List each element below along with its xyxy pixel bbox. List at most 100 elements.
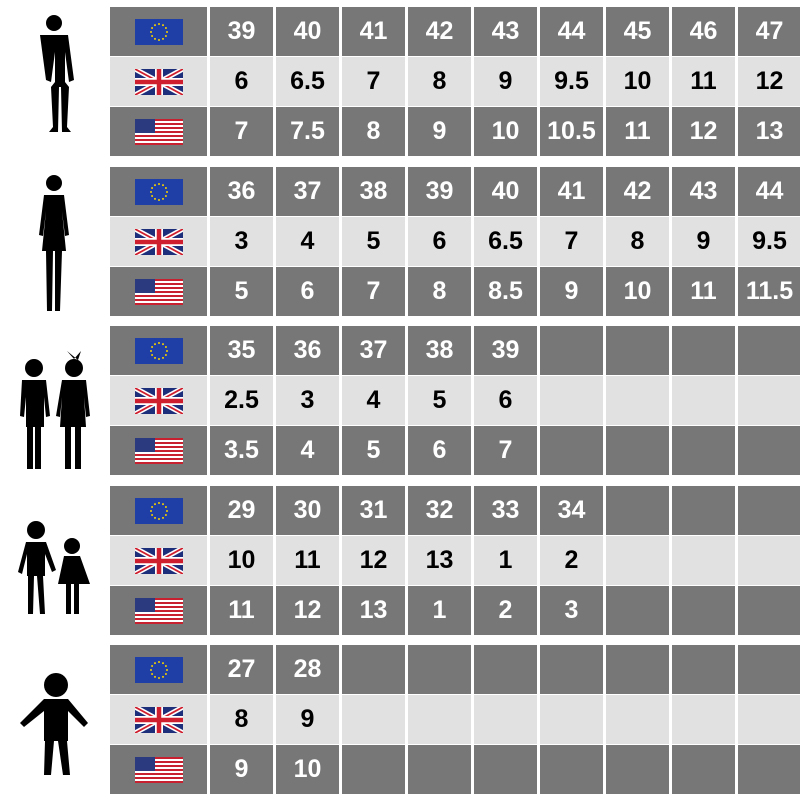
us-size-cell: 7 [474, 426, 537, 475]
uk-size-cell [738, 695, 800, 744]
eu-size-cell [672, 326, 735, 375]
eu-flag-icon [110, 167, 207, 216]
eu-size-cell: 47 [738, 7, 800, 56]
us-size-cell: 9 [210, 745, 273, 794]
uk-size-cell [408, 695, 471, 744]
eu-size-cell: 36 [210, 167, 273, 216]
uk-size-cell: 6 [210, 57, 273, 106]
us-size-cell: 11 [210, 586, 273, 635]
size-group: 35 36 37 38 39 2.5 3 4 5 6 3.5 4 5 6 7 [0, 326, 800, 476]
eu-size-cell [738, 645, 800, 694]
eu-size-cell: 46 [672, 7, 735, 56]
us-size-cell [738, 745, 800, 794]
us-size-cell [738, 426, 800, 475]
uk-size-cell: 7 [342, 57, 405, 106]
eu-size-cell: 35 [210, 326, 273, 375]
us-flag-icon [110, 745, 207, 794]
uk-size-cell: 6 [408, 217, 471, 266]
eu-size-cell: 30 [276, 486, 339, 535]
uk-size-cell: 11 [276, 536, 339, 585]
us-size-cell: 12 [276, 586, 339, 635]
eu-size-cell: 43 [474, 7, 537, 56]
us-flag-icon [110, 426, 207, 475]
uk-size-cell [672, 695, 735, 744]
us-size-cell: 11 [606, 107, 669, 156]
uk-size-cell: 4 [276, 217, 339, 266]
uk-size-cell [672, 376, 735, 425]
eu-size-cell: 40 [474, 167, 537, 216]
eu-size-cell: 39 [474, 326, 537, 375]
uk-size-cell: 7 [540, 217, 603, 266]
eu-size-cell [474, 645, 537, 694]
eu-size-cell [606, 645, 669, 694]
eu-size-cell [738, 486, 800, 535]
us-size-cell [672, 745, 735, 794]
us-size-cell: 13 [738, 107, 800, 156]
us-size-cell: 7 [210, 107, 273, 156]
us-size-cell: 10.5 [540, 107, 603, 156]
uk-size-cell: 9 [474, 57, 537, 106]
eu-size-cell [606, 326, 669, 375]
us-flag-icon [110, 267, 207, 316]
us-size-cell: 1 [408, 586, 471, 635]
eu-size-cell: 34 [540, 486, 603, 535]
uk-size-cell: 9 [672, 217, 735, 266]
toddler-silhouette-icon [0, 645, 108, 795]
eu-size-cell: 42 [606, 167, 669, 216]
eu-size-cell [408, 645, 471, 694]
us-size-cell: 11.5 [738, 267, 800, 316]
eu-size-cell: 38 [408, 326, 471, 375]
uk-size-cell [540, 695, 603, 744]
eu-size-cell: 42 [408, 7, 471, 56]
size-group: 29 30 31 32 33 34 10 11 12 13 1 2 11 12 13 1 2 3 [0, 486, 800, 636]
us-size-cell: 2 [474, 586, 537, 635]
eu-size-cell: 37 [342, 326, 405, 375]
us-size-cell [342, 745, 405, 794]
size-group: 27 28 8 9 9 10 [0, 645, 800, 795]
us-size-cell: 12 [672, 107, 735, 156]
us-size-cell: 10 [474, 107, 537, 156]
eu-size-cell [540, 645, 603, 694]
eu-size-cell: 32 [408, 486, 471, 535]
us-size-cell [606, 426, 669, 475]
eu-size-cell: 31 [342, 486, 405, 535]
us-size-cell: 8 [408, 267, 471, 316]
uk-size-cell: 2.5 [210, 376, 273, 425]
us-size-cell: 6 [276, 267, 339, 316]
uk-size-cell: 5 [408, 376, 471, 425]
uk-size-cell: 9 [276, 695, 339, 744]
uk-size-cell: 3 [210, 217, 273, 266]
uk-size-cell: 9.5 [738, 217, 800, 266]
children-silhouette-icon [0, 486, 108, 636]
uk-flag-icon [110, 376, 207, 425]
eu-flag-icon [110, 7, 207, 56]
eu-size-cell: 44 [738, 167, 800, 216]
uk-flag-icon [110, 57, 207, 106]
uk-size-cell [342, 695, 405, 744]
us-size-cell [606, 745, 669, 794]
woman-silhouette-icon [0, 167, 108, 317]
eu-size-cell: 29 [210, 486, 273, 535]
us-size-cell: 9 [540, 267, 603, 316]
us-size-cell: 3 [540, 586, 603, 635]
us-size-cell: 10 [276, 745, 339, 794]
us-size-cell [540, 745, 603, 794]
us-size-cell [738, 586, 800, 635]
us-size-cell: 5 [342, 426, 405, 475]
uk-size-cell: 8 [606, 217, 669, 266]
us-size-cell: 9 [408, 107, 471, 156]
us-size-cell [408, 745, 471, 794]
us-size-cell: 7.5 [276, 107, 339, 156]
us-size-cell: 13 [342, 586, 405, 635]
uk-flag-icon [110, 217, 207, 266]
us-size-cell [474, 745, 537, 794]
uk-size-cell: 9.5 [540, 57, 603, 106]
eu-size-cell: 43 [672, 167, 735, 216]
eu-size-cell: 39 [408, 167, 471, 216]
uk-size-cell [606, 376, 669, 425]
size-group: 36 37 38 39 40 41 42 43 44 3 4 5 6 6.5 7 8 9 9.5 5 6 7 8 8.5 9 1… [0, 167, 800, 317]
uk-size-cell: 3 [276, 376, 339, 425]
uk-flag-icon [110, 536, 207, 585]
eu-size-cell: 44 [540, 7, 603, 56]
eu-size-cell [738, 326, 800, 375]
